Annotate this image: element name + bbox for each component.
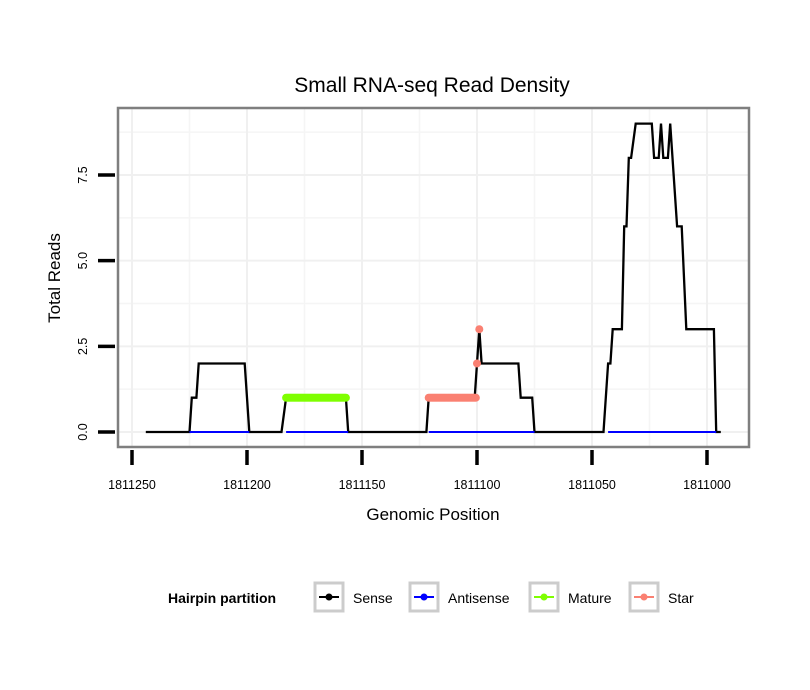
legend-key-point [420,593,428,601]
legend-item-mature: Mature [528,581,612,613]
x-tick-label: 1811000 [683,478,731,492]
x-tick-label: 1811050 [568,478,616,492]
y-axis: 0.0 2.5 5.0 7.5 [76,166,115,441]
legend-item-antisense: Antisense [408,581,510,613]
chart-title: Small RNA-seq Read Density [294,74,570,97]
legend-key-point [640,593,648,601]
x-tick-label: 1811200 [223,478,271,492]
legend-label: Star [668,590,694,606]
legend-label: Sense [353,590,393,606]
plot-border [116,106,751,449]
x-tick-label: 1811250 [108,478,156,492]
y-tick-label: 0.0 [76,423,90,440]
x-axis-title: Genomic Position [366,505,499,524]
series-layer [145,122,721,434]
legend-label: Mature [568,590,612,606]
legend-key-point [540,593,548,601]
y-axis-title: Total Reads [45,233,64,323]
mature-point [341,393,350,402]
y-tick-label: 2.5 [76,338,90,355]
series-line-sense [145,122,721,434]
x-axis: 1811250 1811200 1811150 1811100 1811050 18110… [108,450,731,492]
y-tick-label: 7.5 [76,166,90,183]
star-point [475,325,484,334]
legend-title: Hairpin partition [168,590,276,606]
star-point [473,359,481,368]
legend-key-point [325,593,333,601]
legend-item-sense: Sense [313,581,393,613]
y-tick-label: 5.0 [76,252,90,269]
plot-panel [116,106,751,449]
x-tick-label: 1811100 [454,478,501,492]
legend: Hairpin partition Sense Antisense Mature St… [168,581,694,613]
star-point [471,393,480,402]
x-tick-label: 1811150 [339,478,386,492]
plot-background [118,108,749,447]
legend-item-star: Star [628,581,694,613]
legend-label: Antisense [448,590,510,606]
